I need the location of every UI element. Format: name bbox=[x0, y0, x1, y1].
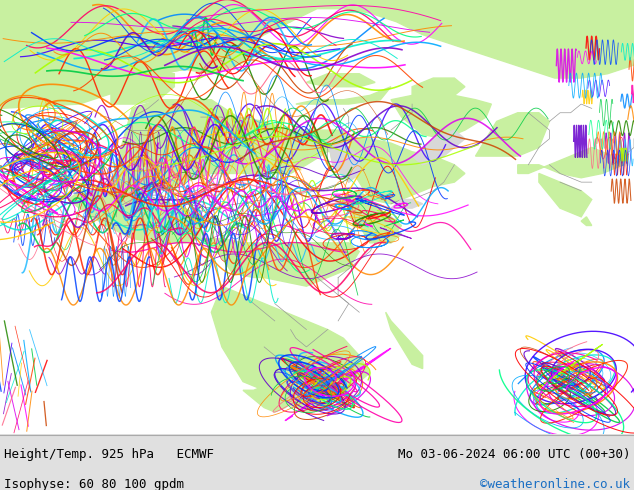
Text: ©weatheronline.co.uk: ©weatheronline.co.uk bbox=[480, 478, 630, 490]
Polygon shape bbox=[328, 330, 370, 382]
Polygon shape bbox=[391, 199, 423, 208]
Polygon shape bbox=[106, 100, 354, 208]
Polygon shape bbox=[539, 173, 592, 217]
Text: Height/Temp. 925 hPa   ECMWF: Height/Temp. 925 hPa ECMWF bbox=[4, 448, 214, 461]
Text: Isophyse: 60 80 100 gpdm: Isophyse: 60 80 100 gpdm bbox=[4, 478, 184, 490]
Polygon shape bbox=[68, 191, 201, 243]
Polygon shape bbox=[306, 74, 375, 87]
Polygon shape bbox=[185, 0, 306, 22]
Text: Mo 03-06-2024 06:00 UTC (00+30): Mo 03-06-2024 06:00 UTC (00+30) bbox=[398, 448, 630, 461]
Polygon shape bbox=[296, 87, 391, 104]
Polygon shape bbox=[338, 191, 401, 243]
Polygon shape bbox=[476, 113, 550, 156]
Polygon shape bbox=[385, 312, 423, 368]
Polygon shape bbox=[328, 139, 359, 182]
Polygon shape bbox=[349, 208, 401, 243]
Polygon shape bbox=[201, 239, 359, 286]
Polygon shape bbox=[132, 44, 264, 74]
Polygon shape bbox=[412, 130, 465, 165]
Polygon shape bbox=[581, 217, 592, 225]
Polygon shape bbox=[349, 134, 465, 204]
Polygon shape bbox=[111, 70, 174, 104]
Polygon shape bbox=[0, 0, 634, 108]
Polygon shape bbox=[211, 286, 359, 412]
Polygon shape bbox=[211, 243, 306, 277]
Polygon shape bbox=[518, 147, 623, 178]
Polygon shape bbox=[243, 373, 306, 412]
Polygon shape bbox=[328, 139, 359, 182]
Polygon shape bbox=[391, 96, 491, 139]
Polygon shape bbox=[412, 78, 465, 104]
